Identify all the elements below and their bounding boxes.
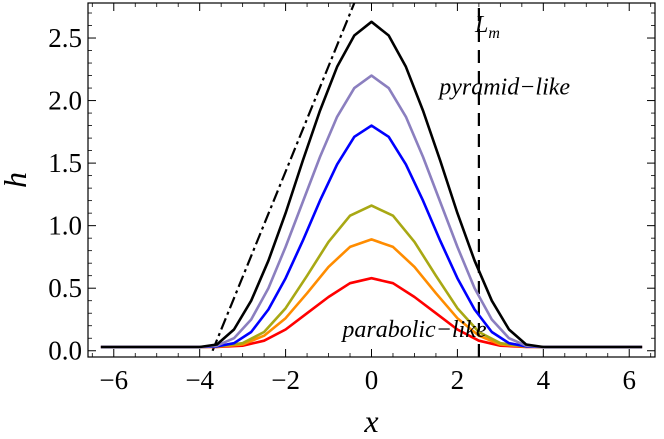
series-line-4	[100, 124, 643, 349]
series-line-5	[100, 74, 643, 349]
x-tick-label: −6	[99, 365, 128, 395]
y-tick-label: 0.5	[48, 273, 82, 303]
x-tick-label: 4	[537, 365, 551, 395]
y-tick-label: 2.5	[48, 23, 82, 53]
x-tick-label: 2	[451, 365, 465, 395]
x-tick-label: 6	[622, 365, 636, 395]
series-line-3	[100, 204, 643, 349]
x-tick-label: 0	[365, 365, 379, 395]
axis-ticks	[88, 3, 655, 357]
x-tick-label: −2	[271, 365, 300, 395]
y-tick-label: 1.0	[48, 211, 82, 241]
plot-frame	[87, 2, 656, 358]
annotations: Lm pyramid−like parabolic−like	[340, 12, 570, 343]
series-line-6	[100, 20, 643, 349]
reference-lines	[211, 2, 480, 357]
annotation-2: pyramid−like	[437, 74, 570, 100]
dash-dot-slope-line	[211, 2, 356, 352]
x-tick-label: −4	[185, 365, 214, 395]
x-axis-label: x	[363, 403, 378, 439]
y-axis-label: h	[0, 172, 33, 188]
series-curves	[100, 20, 643, 349]
annotation-3: parabolic−like	[340, 317, 487, 343]
annotation-1: Lm	[474, 12, 500, 42]
y-tick-label: 1.5	[48, 148, 82, 178]
y-tick-label: 2.0	[48, 86, 82, 116]
tick-labels: −6 −4 −2 0 2 4 6 0.0 0.5 1.0 1.5 2.0 2.5	[48, 23, 636, 395]
y-tick-label: 0.0	[48, 336, 82, 366]
